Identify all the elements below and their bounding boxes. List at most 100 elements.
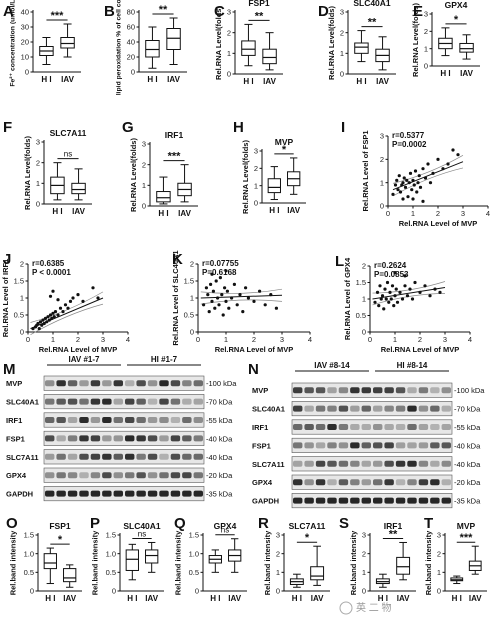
protein-band <box>125 398 135 405</box>
protein-band <box>147 417 158 423</box>
protein-band <box>350 405 360 412</box>
protein-band <box>384 442 394 449</box>
data-point <box>397 174 401 178</box>
kda-marker: -40 kDa <box>454 460 481 469</box>
protein-band <box>293 405 303 412</box>
data-point <box>210 299 214 303</box>
protein-band <box>136 472 146 479</box>
x-category-label: IAV <box>376 77 389 86</box>
group-label: HI #8-14 <box>397 361 428 370</box>
panel-title: IRF1 <box>165 130 184 140</box>
y-tick-label: 10 <box>21 53 29 62</box>
y-tick-label: 3 <box>227 8 231 17</box>
data-point <box>40 323 44 327</box>
protein-band <box>327 497 337 504</box>
blot-strip <box>291 456 453 472</box>
blot-row-gpx4: GPX4 -20 kDa <box>6 467 233 483</box>
protein-band <box>441 497 451 504</box>
y-axis-label: Fe²⁺ concentration (umol/L) <box>10 0 17 87</box>
y-tick-label: 2 <box>276 549 280 558</box>
y-tick-label: 2 <box>142 160 146 169</box>
significance-label: * <box>282 144 287 156</box>
stat-p: P < 0.0001 <box>32 268 71 277</box>
x-tick-label: 3 <box>461 209 465 218</box>
kda-marker: -20 kDa <box>454 478 481 487</box>
box-iav <box>375 36 390 71</box>
y-tick-label: 0 <box>254 199 258 208</box>
y-axis-label: Rel.band intensity <box>263 530 272 595</box>
protein-band <box>395 497 406 504</box>
protein-band <box>361 460 371 467</box>
data-point <box>36 321 40 326</box>
protein-band <box>430 479 440 486</box>
protein-band <box>418 387 429 394</box>
blot-row-gapdh: GAPDH -35 kDa <box>6 486 233 502</box>
data-point <box>388 290 392 294</box>
protein-label: FSP1 <box>252 441 271 450</box>
y-tick-label: 1 <box>276 568 280 577</box>
ci-lower <box>30 303 104 336</box>
protein-label: FSP1 <box>6 434 25 443</box>
x-category-label: IAV <box>145 594 158 603</box>
panel-label-k: K <box>172 251 183 268</box>
y-axis-label: Rel.RNA Level(folds) <box>23 136 32 210</box>
blot-strip <box>291 493 453 509</box>
protein-band <box>293 387 303 394</box>
data-point <box>52 315 56 319</box>
panel-title: MVP <box>275 137 294 147</box>
y-tick-label: 0 <box>112 587 116 596</box>
protein-band <box>350 387 360 394</box>
y-tick-label: 3 <box>437 531 441 540</box>
ci-upper <box>200 288 283 294</box>
x-tick-label: 1 <box>393 335 397 344</box>
y-tick-label: 1.5 <box>189 531 199 540</box>
protein-band <box>430 424 440 430</box>
y-tick-label: 30 <box>21 23 29 32</box>
data-point <box>391 192 395 196</box>
x-category-label: H I <box>452 594 462 603</box>
box-iav <box>228 538 242 573</box>
protein-band <box>113 472 123 479</box>
data-point <box>68 299 73 303</box>
protein-band <box>79 398 89 405</box>
y-tick-label: 1 <box>340 49 344 58</box>
y-tick-label: 0 <box>437 587 441 596</box>
panel-d: D 0 1 2 3 Rel.RNA Level(folds) SLC40A1 H I IAV ** <box>318 0 396 86</box>
x-axis-label: Rel.RNA Level of MVP <box>39 345 118 354</box>
protein-label: SLC40A1 <box>252 405 285 414</box>
data-point <box>393 183 398 187</box>
data-point <box>31 327 35 331</box>
x-tick-label: 4 <box>468 335 472 344</box>
y-axis-label: Rel.band intensity <box>90 530 99 595</box>
data-point <box>213 306 217 310</box>
protein-band <box>304 497 314 504</box>
blot-strip <box>291 437 453 453</box>
data-point <box>377 304 381 308</box>
x-tick-label: 3 <box>443 335 447 344</box>
data-point <box>225 289 229 293</box>
y-tick-label: 0.5 <box>356 311 366 320</box>
data-point <box>421 167 425 171</box>
y-tick-label: 2 <box>424 27 428 36</box>
data-point <box>393 271 397 275</box>
data-point <box>46 315 50 319</box>
protein-band <box>102 398 112 405</box>
box-hi <box>156 176 171 205</box>
significance-label: ** <box>389 528 398 540</box>
y-axis-label: Rel.RNA Level of SLC40A1 <box>171 250 180 345</box>
x-tick-label: 4 <box>486 209 490 218</box>
data-point <box>224 269 228 273</box>
data-point <box>223 286 227 290</box>
protein-band <box>79 435 89 442</box>
kda-marker: -35 kDa <box>454 497 481 506</box>
protein-band <box>159 490 169 497</box>
protein-band <box>361 405 371 412</box>
panel-e: E 0 1 2 3 Rel.RNA Level(folds) GPX4 H I IAV * <box>411 0 480 78</box>
y-tick-label: 2 <box>227 28 231 37</box>
protein-band <box>193 490 203 497</box>
data-point <box>51 289 55 293</box>
y-tick-label: 1 <box>227 49 231 58</box>
protein-band <box>384 479 394 486</box>
watermark-text: 英 二 物 <box>356 601 392 614</box>
protein-band <box>147 453 158 460</box>
